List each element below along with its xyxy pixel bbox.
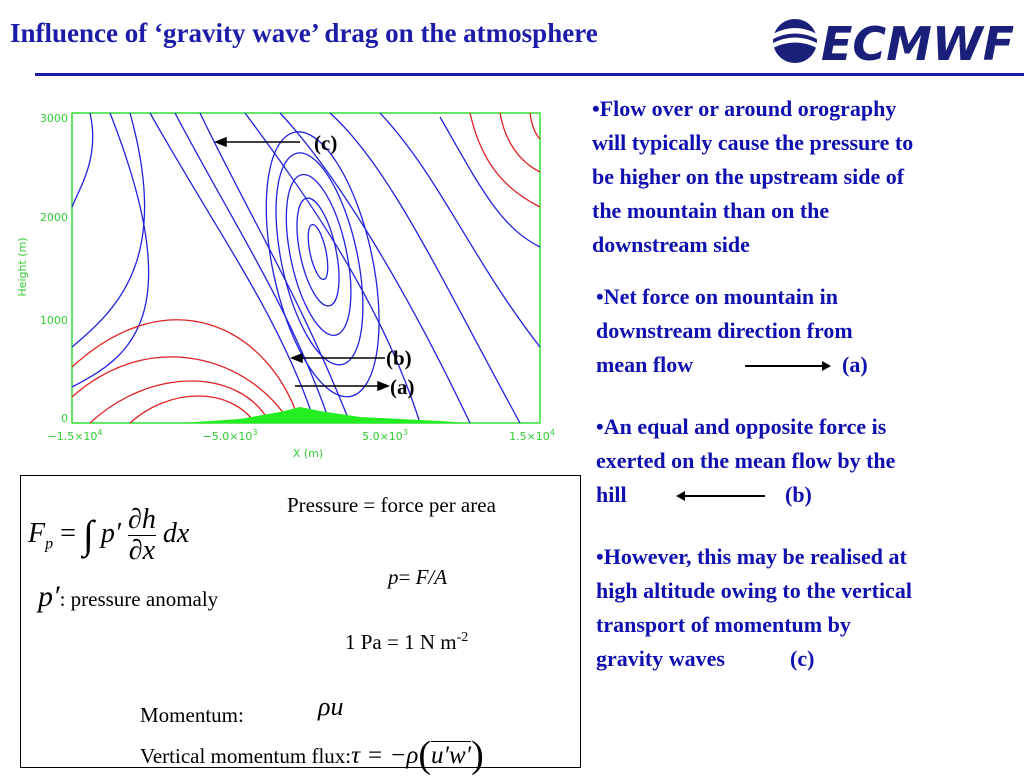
bullet-line: •Flow over or around orography: [592, 96, 897, 121]
tick-exp: 4: [97, 428, 102, 437]
y-tick-label: 2000: [40, 211, 68, 224]
title-rule: [35, 73, 1024, 76]
sym: F: [28, 517, 46, 549]
mountain: [180, 407, 470, 423]
slide-title: Influence of ‘gravity wave’ drag on the …: [10, 18, 598, 48]
anomaly-text: : pressure anomaly: [59, 587, 219, 611]
pascal-text: 1 Pa = 1 N m: [345, 630, 457, 654]
bullet-line: will typically cause the pressure to: [592, 130, 914, 155]
bullet-line: downstream side: [592, 232, 750, 257]
sym: dx: [162, 517, 190, 549]
sym: p: [388, 565, 399, 589]
tick-exp: 4: [550, 428, 555, 437]
sym: F/A: [415, 565, 448, 589]
tick-exp: 3: [252, 428, 257, 437]
sym: p′: [38, 580, 60, 613]
drag-formula: Fp = ∫ p′ ∂h ∂x dx: [28, 505, 189, 566]
tick-base: 5.0×10: [362, 430, 403, 443]
flux-label: Vertical momentum flux:: [140, 744, 352, 768]
x-tick-label: −5.0×103: [202, 428, 257, 443]
plot-bg: [0, 97, 568, 473]
bullet-line: exerted on the mean flow by the: [596, 448, 896, 473]
arrow-head: [822, 361, 831, 371]
arrow: [685, 495, 765, 497]
p-eq: p= F/A: [388, 565, 447, 590]
momentum-expr: ρu: [318, 692, 344, 721]
arrow: [745, 365, 822, 367]
bullet-line: •Net force on mountain in: [596, 284, 838, 309]
blue-contours: [71, 112, 541, 424]
y-tick-label: 1000: [40, 314, 68, 327]
tick-base: 1.5×10: [509, 430, 550, 443]
anomaly: p′: pressure anomaly: [38, 580, 218, 614]
sym: p: [45, 535, 54, 553]
bullet-line: gravity waves: [596, 646, 725, 671]
logo: ECMWF: [773, 17, 1014, 68]
y-axis-label: Height (m): [16, 237, 29, 296]
bullet-line: be higher on the upstream side of: [592, 164, 905, 189]
sym: =: [398, 565, 416, 589]
sym: ∫: [82, 511, 94, 557]
bullet-line: downstream direction from: [596, 318, 853, 343]
red-contours: [71, 112, 541, 424]
pascal-exp: -2: [456, 630, 469, 645]
pascal: 1 Pa = 1 N m-2: [345, 630, 468, 655]
x-tick-label: 5.0×103: [362, 428, 408, 443]
bullet-line: hill: [596, 482, 627, 507]
flux-expr: τ = −ρ: [351, 742, 419, 769]
tick-exp: 3: [403, 428, 408, 437]
bullet-tag: (a): [842, 352, 868, 377]
bullet-line: the mountain than on the: [592, 198, 830, 223]
label-c: (c): [314, 131, 337, 155]
contour-plot: 3000 2000 1000 0 Height (m) X (m) −1.5×1…: [0, 97, 568, 473]
x-axis-label: X (m): [293, 447, 323, 460]
tick-base: −1.5×10: [47, 430, 97, 443]
fraction: ∂h ∂x: [128, 505, 156, 566]
sym: p′: [100, 517, 121, 549]
bullet-tag: (c): [790, 646, 815, 671]
logo-text: ECMWF: [821, 17, 1014, 68]
flux: Vertical momentum flux:τ = −ρ(u′w′): [140, 734, 484, 776]
sym: ∂x: [128, 535, 156, 566]
bullet-tag: (b): [785, 482, 812, 507]
arrow-head: [676, 491, 685, 501]
label-b: (b): [386, 346, 412, 370]
bullet-line: transport of momentum by: [596, 612, 851, 637]
sym: =: [60, 517, 76, 549]
arrows: [213, 136, 391, 392]
momentum-label: Momentum:: [140, 703, 244, 727]
flux-inner: u′w′: [430, 741, 472, 769]
sym: ∂h: [128, 504, 156, 536]
bullet-line: high altitude owing to the vertical: [596, 578, 912, 603]
label-a: (a): [390, 375, 415, 399]
bullet-line: •An equal and opposite force is: [596, 414, 887, 439]
y-tick-label: 0: [61, 412, 68, 425]
bullet-line: mean flow: [596, 352, 694, 377]
bullet-line: •However, this may be realised at: [596, 544, 907, 569]
tick-base: −5.0×10: [202, 430, 252, 443]
pressure-def: Pressure = force per area: [287, 493, 496, 517]
x-tick-label: 1.5×104: [509, 428, 555, 443]
x-tick-label: −1.5×104: [47, 428, 102, 443]
y-tick-label: 3000: [40, 112, 68, 125]
